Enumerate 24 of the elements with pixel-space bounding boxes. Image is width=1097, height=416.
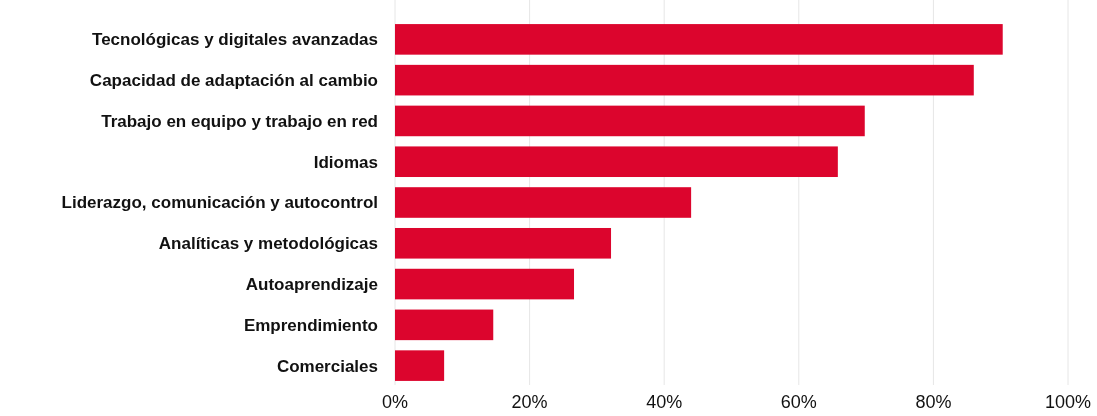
y-tick-label: Comerciales: [276, 356, 378, 376]
y-tick-label: Tecnológicas y digitales avanzadas: [92, 30, 378, 50]
bar: [395, 350, 445, 381]
x-tick-label: 80%: [915, 392, 952, 412]
y-tick-label: Trabajo en equipo y trabajo en red: [101, 111, 378, 131]
bar: [395, 309, 494, 341]
x-tick-label: 20%: [511, 392, 548, 412]
bar: [395, 146, 838, 178]
bar: [395, 187, 692, 218]
y-tick-label: Emprendimiento: [243, 315, 378, 335]
bar: [395, 105, 865, 137]
x-tick-label: 100%: [1044, 392, 1092, 412]
x-tick-label: 60%: [780, 392, 817, 412]
bar: [395, 64, 974, 96]
y-tick-label: Analíticas y metodológicas: [158, 234, 378, 254]
y-tick-label: Liderazgo, comunicación y autocontrol: [61, 193, 378, 213]
bar: [395, 24, 1003, 55]
y-tick-label: Idiomas: [313, 152, 378, 172]
x-tick-label: 40%: [646, 392, 683, 412]
bar: [395, 268, 575, 300]
bar: [395, 227, 612, 259]
y-tick-label: Autoaprendizaje: [245, 275, 378, 295]
y-tick-label: Capacidad de adaptación al cambio: [89, 71, 378, 91]
x-tick-label: 0%: [381, 392, 409, 412]
